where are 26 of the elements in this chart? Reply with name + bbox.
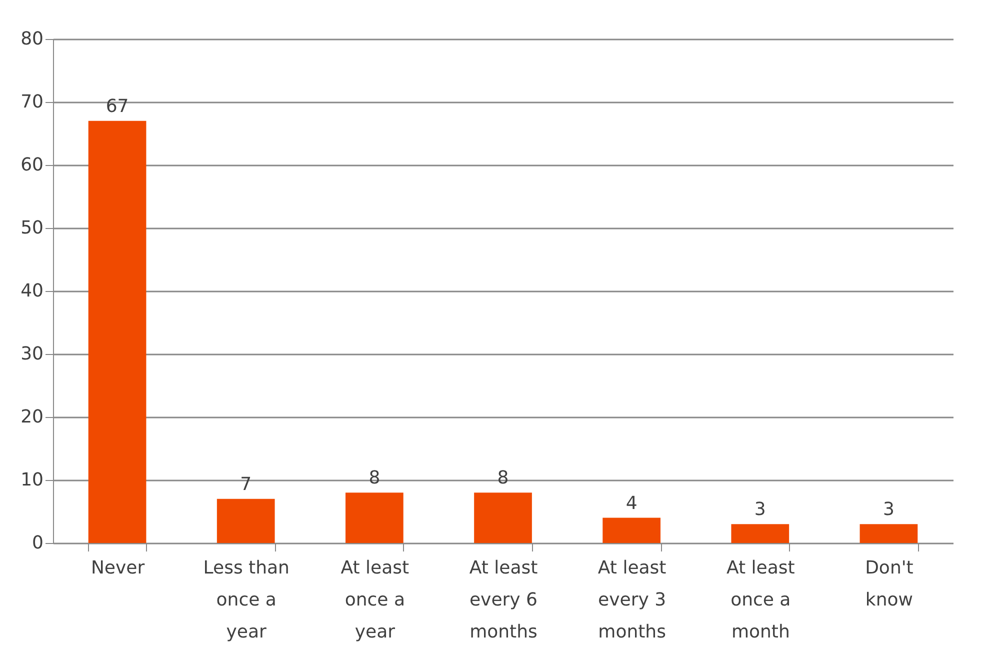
- x-tick-label: Never: [90, 558, 146, 578]
- y-tick-label: 30: [20, 344, 44, 364]
- y-tick-label: 80: [20, 28, 44, 50]
- x-tick-label: At least once a year: [340, 558, 410, 642]
- x-tick-label: Less than once a year: [203, 558, 290, 642]
- y-tick-label: 50: [20, 218, 44, 238]
- y-tick-label: 10: [20, 470, 44, 490]
- bar: [346, 492, 404, 543]
- bar: [88, 120, 146, 543]
- bar: [474, 492, 532, 543]
- x-tick-label: At least once a month: [726, 558, 795, 642]
- x-tick-label: At least every 3 months: [598, 558, 666, 642]
- x-tick-label: At least every 6 months: [469, 558, 538, 642]
- y-tick-label: 70: [20, 92, 44, 112]
- x-tick-label: Don't know: [865, 558, 914, 610]
- data-label: 3: [882, 499, 894, 520]
- bar: [602, 518, 660, 543]
- bar: [860, 524, 918, 543]
- data-label: 4: [626, 492, 638, 514]
- y-tick-label: 60: [20, 154, 44, 176]
- y-tick-label: 0: [32, 532, 44, 554]
- bar: [731, 524, 790, 543]
- y-tick-label: 40: [20, 280, 44, 302]
- data-label: 3: [754, 499, 766, 520]
- bar: [216, 498, 275, 543]
- y-tick-label: 20: [20, 406, 44, 428]
